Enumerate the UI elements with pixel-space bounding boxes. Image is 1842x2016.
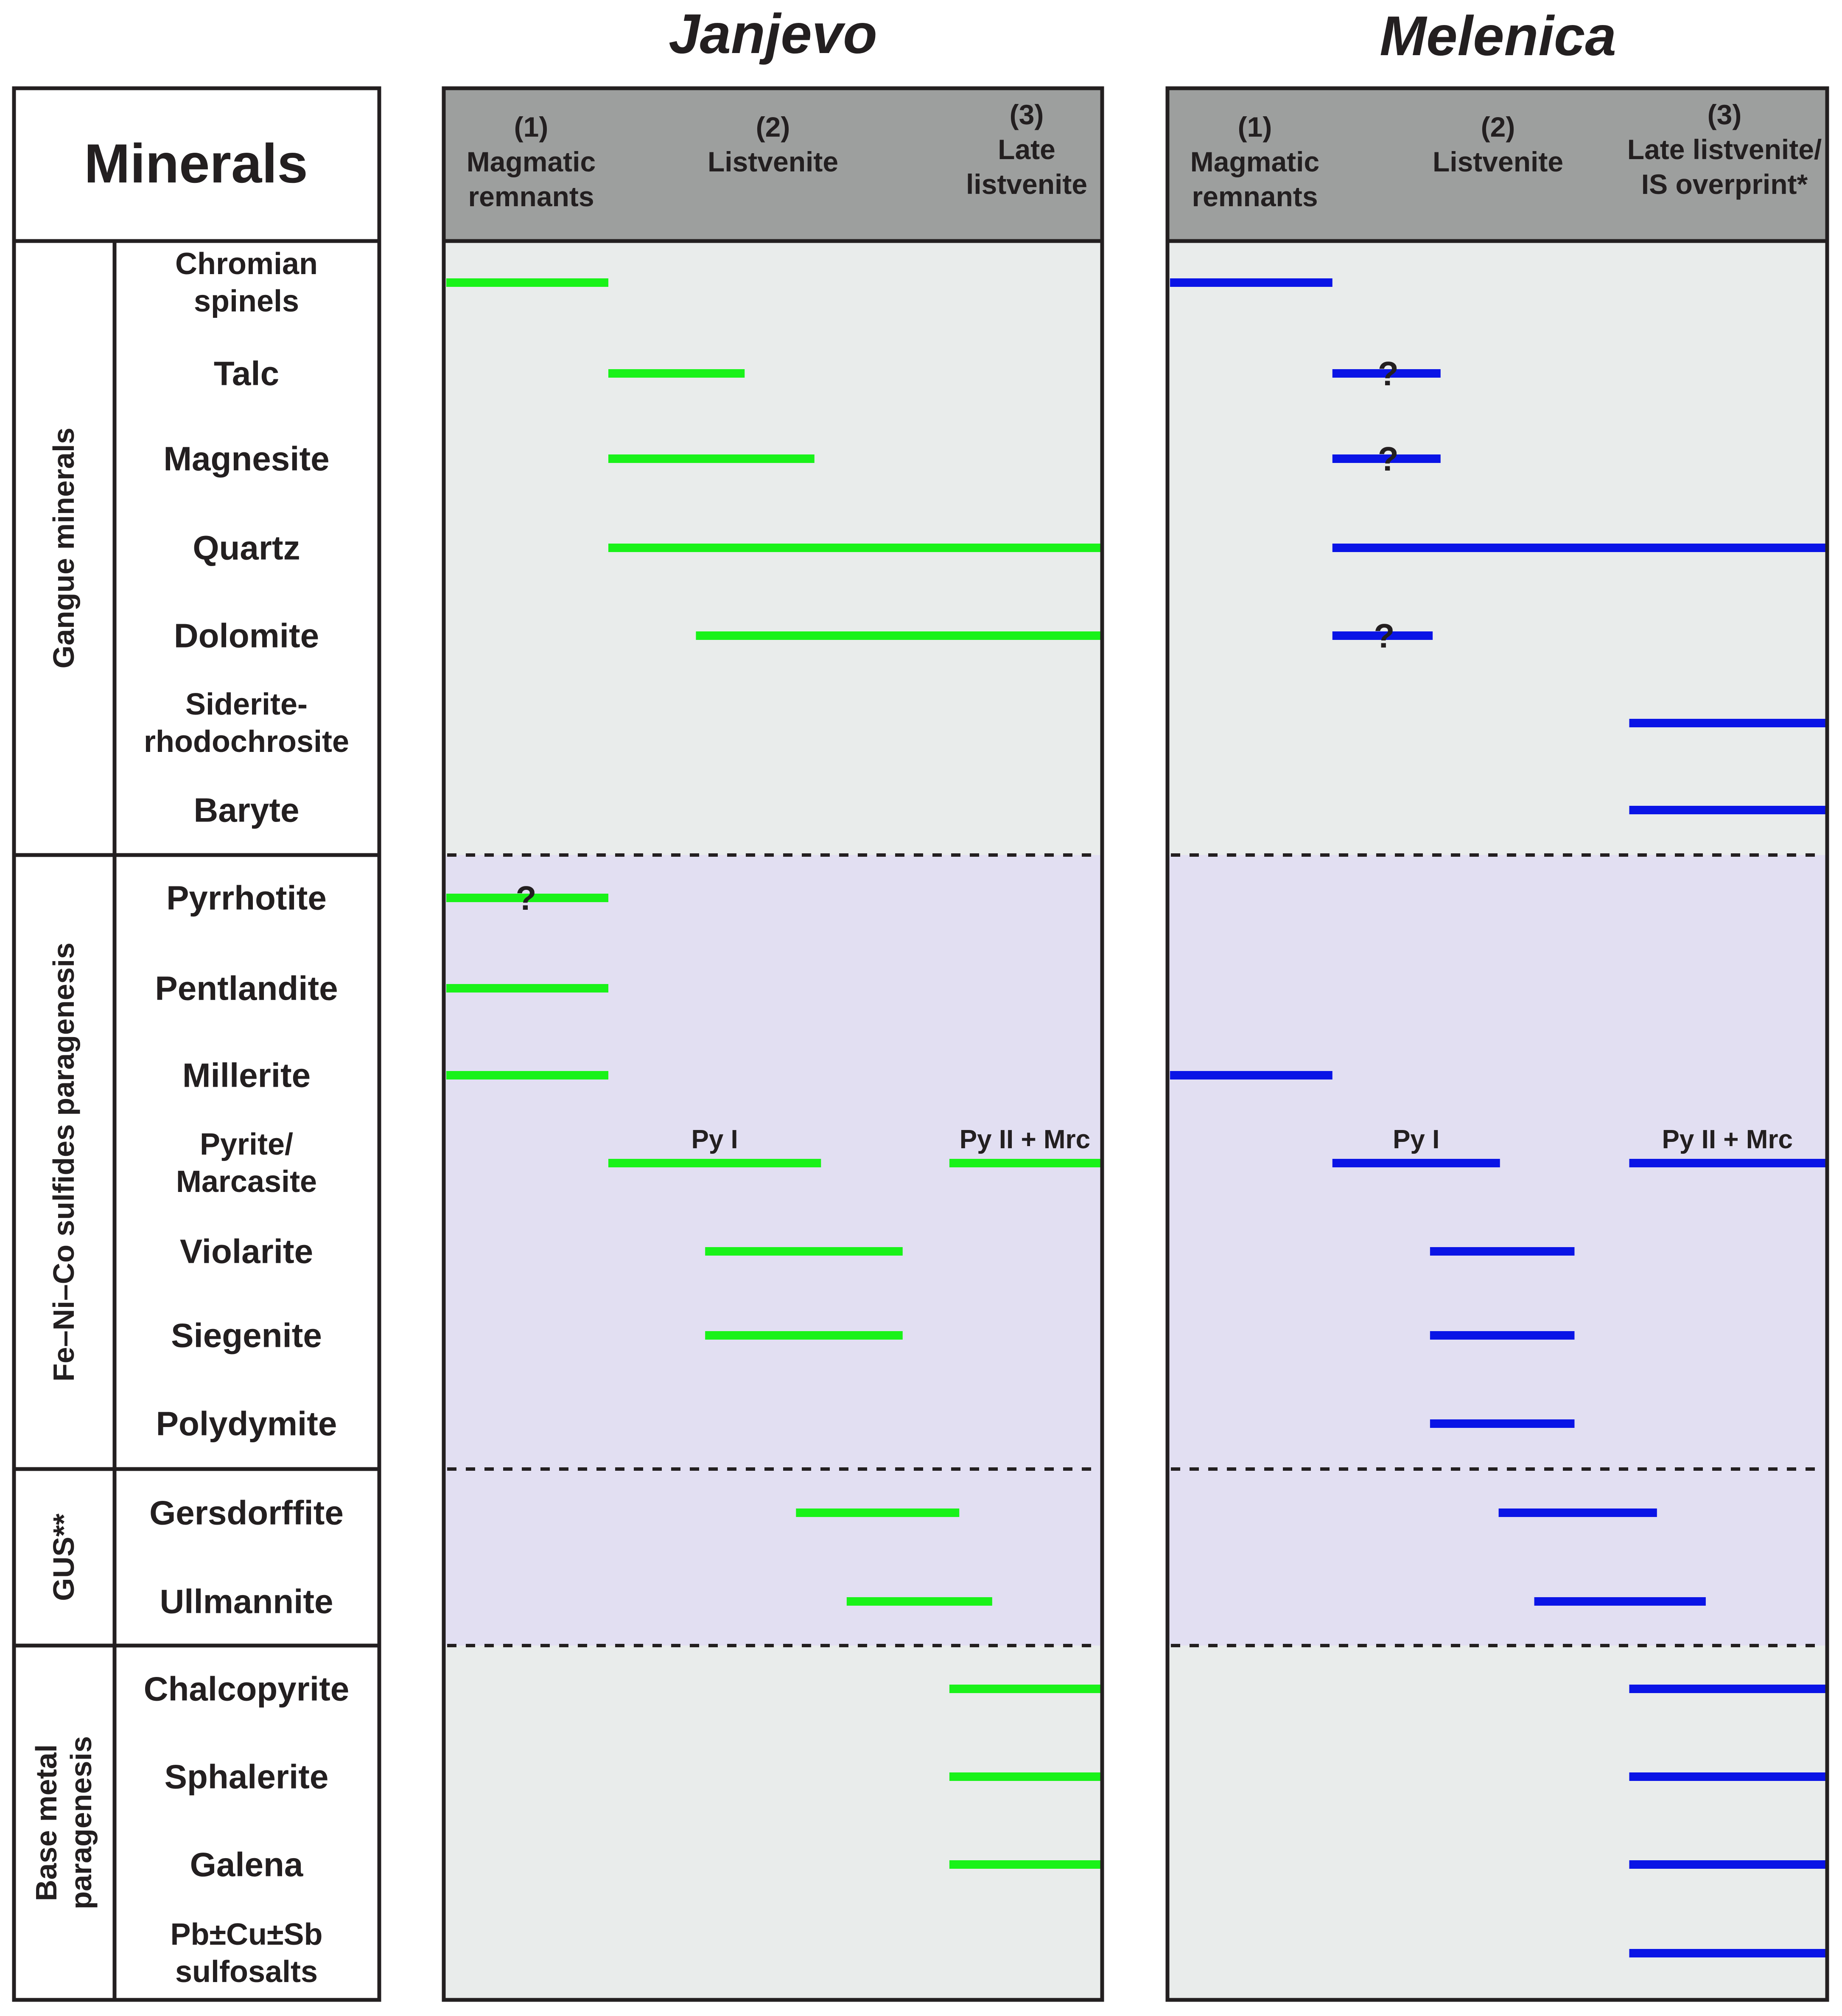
melenica-stage-3-header: (3) — [1708, 99, 1742, 130]
mineral-name-chromian-spinels: Chromian — [175, 247, 318, 281]
janjevo-stage-1-header: remnants — [468, 181, 594, 212]
melenica-question-mark-talc: ? — [1378, 355, 1399, 393]
melenica-segment-label-1: Py I — [1393, 1125, 1439, 1154]
title-janjevo: Janjevo — [669, 3, 877, 65]
janjevo-panel-frame — [442, 86, 1104, 2002]
line-layer — [12, 86, 1829, 2002]
mineral-name-siderite-rhodochrosite: rhodochrosite — [144, 725, 349, 759]
melenica-segment-label-2: Py II + Mrc — [1662, 1125, 1793, 1154]
mineral-name-baryte: Baryte — [193, 791, 299, 829]
mineral-name-siegenite: Siegenite — [171, 1317, 322, 1354]
bar-layer — [446, 278, 1825, 1957]
melenica-stage-3-header: IS overprint* — [1641, 168, 1808, 200]
janjevo-stage-3-header: Late — [998, 134, 1055, 165]
mineral-name-gersdorffite: Gersdorffite — [149, 1494, 344, 1532]
mineral-name-pyrrhotite: Pyrrhotite — [166, 879, 327, 917]
melenica-stage-1-header: (1) — [1238, 111, 1272, 143]
janjevo-segment-label-1: Py I — [691, 1125, 738, 1154]
text-layer: Janjevo Melenica Minerals Gangue mineral… — [30, 3, 1822, 1989]
janjevo-group-fill-3 — [444, 1469, 1102, 1646]
mineral-name-pentlandite: Pentlandite — [155, 970, 338, 1007]
minerals-table-frame — [12, 86, 381, 2002]
mineral-name-talc: Talc — [214, 355, 279, 393]
janjevo-group-fill-4 — [444, 1646, 1102, 2000]
janjevo-stage-3-header: listvenite — [966, 168, 1087, 200]
janjevo-stage-1-header: (1) — [514, 111, 549, 143]
janjevo-stage-2-header: (2) — [756, 111, 790, 143]
title-melenica: Melenica — [1380, 5, 1616, 67]
mineral-name-violarite: Violarite — [180, 1233, 313, 1270]
janjevo-stage-1-header: Magmatic — [467, 146, 596, 177]
melenica-group-fill-3 — [1167, 1469, 1827, 1646]
mineral-name-millerite: Millerite — [182, 1057, 311, 1094]
mineral-name-quartz: Quartz — [193, 529, 300, 567]
group-label-4: Base metal — [30, 1744, 63, 1901]
mineral-name-pb-cu-sb-sulfosalts: Pb±Cu±Sb — [170, 1918, 322, 1952]
group-label-3: GUS** — [47, 1513, 80, 1601]
melenica-stage-3-header: Late listvenite/ — [1627, 134, 1822, 165]
mineral-name-magnesite: Magnesite — [163, 440, 329, 478]
mineral-name-dolomite: Dolomite — [174, 617, 319, 655]
mineral-name-polydymite: Polydymite — [156, 1405, 337, 1443]
melenica-group-fill-4 — [1167, 1646, 1827, 2000]
mineral-name-galena: Galena — [190, 1846, 303, 1884]
melenica-question-mark-magnesite: ? — [1378, 440, 1399, 478]
minerals-header: Minerals — [84, 132, 308, 194]
janjevo-stage-3-header: (3) — [1010, 99, 1044, 130]
group-label-1: Gangue minerals — [47, 428, 80, 669]
melenica-stage-2-header: Listvenite — [1433, 146, 1563, 177]
mineral-name-chalcopyrite: Chalcopyrite — [144, 1670, 350, 1708]
group-label-4: paragenesis — [64, 1736, 98, 1909]
mineral-name-chromian-spinels: spinels — [194, 284, 299, 318]
mineral-name-sphalerite: Sphalerite — [165, 1758, 329, 1796]
mineral-name-pyrite-marcasite: Marcasite — [176, 1165, 317, 1199]
melenica-stage-1-header: remnants — [1192, 181, 1318, 212]
melenica-header-fill — [1167, 88, 1827, 241]
janjevo-stage-2-header: Listvenite — [708, 146, 838, 177]
mineral-name-ullmannite: Ullmannite — [160, 1583, 333, 1621]
janjevo-question-mark-pyrrhotite: ? — [516, 879, 537, 917]
janjevo-header-fill — [444, 88, 1102, 241]
melenica-stage-2-header: (2) — [1481, 111, 1515, 143]
melenica-panel-frame — [1165, 86, 1829, 2002]
group-label-2: Fe–Ni–Co sulfides paragenesis — [47, 942, 80, 1382]
mineral-name-pyrite-marcasite: Pyrite/ — [200, 1127, 293, 1161]
mineral-name-pb-cu-sb-sulfosalts: sulfosalts — [175, 1955, 318, 1989]
janjevo-segment-label-2: Py II + Mrc — [960, 1125, 1090, 1154]
mineral-name-siderite-rhodochrosite: Siderite- — [185, 687, 308, 721]
melenica-stage-1-header: Magmatic — [1190, 146, 1319, 177]
melenica-question-mark-dolomite: ? — [1374, 617, 1394, 655]
